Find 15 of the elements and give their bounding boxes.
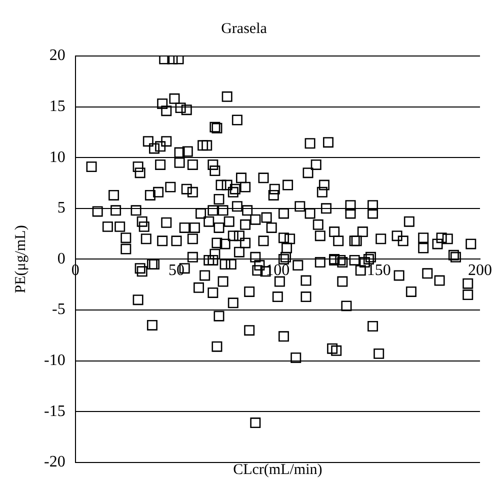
y-tick-label: -20 [44,454,66,471]
x-tick-label: 200 [468,262,492,280]
y-tick-label: -15 [44,402,66,420]
chart-title: Grasela [221,20,268,37]
y-tick-label: -5 [52,301,66,318]
x-tick-label: 150 [366,262,391,280]
y-tick-label: 10 [49,148,66,166]
x-tick-label: 50 [168,262,184,280]
y-tick-label: -10 [44,352,66,370]
y-tick-label: 20 [49,47,66,64]
y-tick-label: 5 [57,200,66,217]
y-tick-label: 15 [49,98,66,116]
x-axis-title: CLcr(mL/min) [233,462,322,478]
y-axis-title: PE(μg/mL) [12,225,29,294]
y-tick-label: 0 [57,250,66,268]
